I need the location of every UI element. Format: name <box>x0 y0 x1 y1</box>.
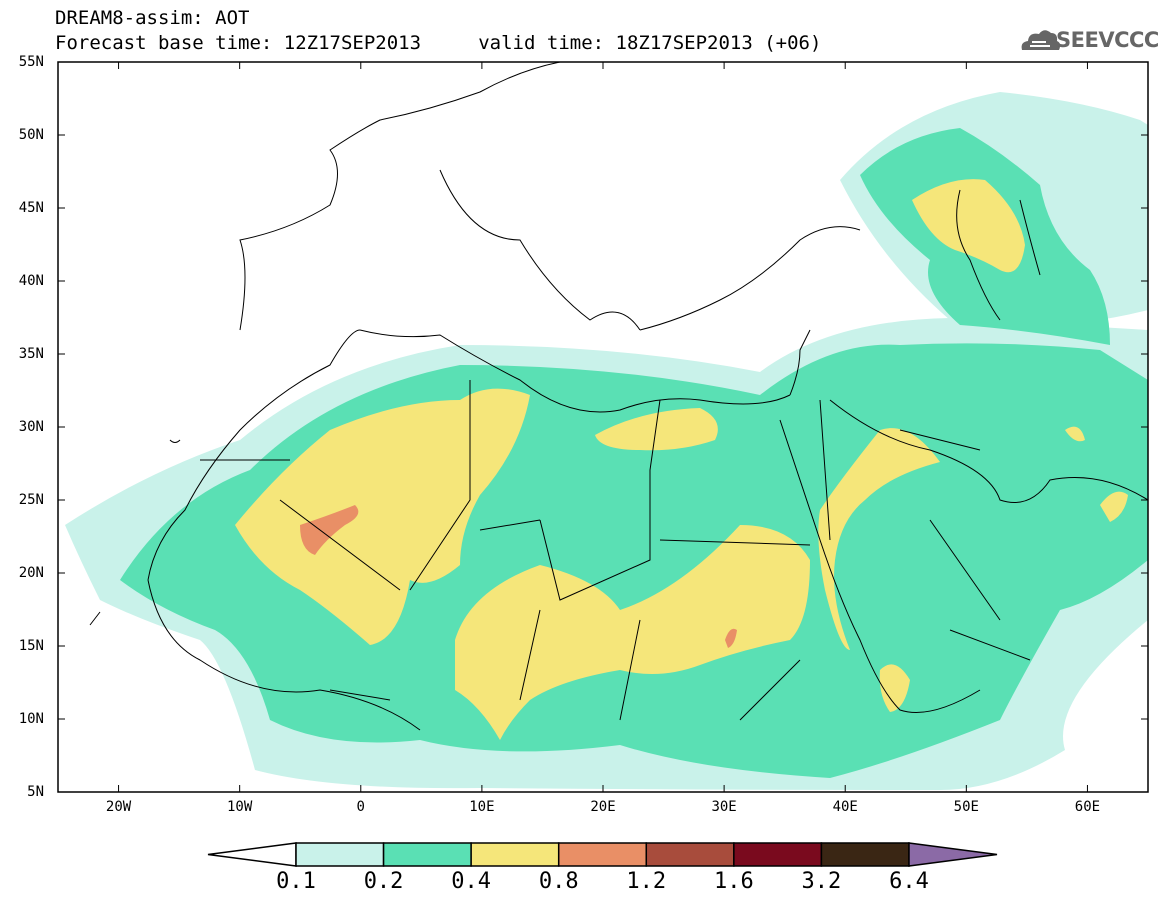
colorbar-cell <box>295 842 385 867</box>
lon-label: 60E <box>1074 799 1101 815</box>
lon-label: 10E <box>469 799 495 815</box>
lat-label: 35N <box>18 346 44 362</box>
colorbar-cell <box>733 842 823 867</box>
colorbar-cell <box>645 842 735 867</box>
aot-level-0.8 <box>300 505 359 555</box>
lat-label: 30N <box>18 419 44 435</box>
aot-level-0.4 <box>912 179 1025 273</box>
colorbar-label: 0.1 <box>276 869 316 894</box>
chart-title: DREAM8-assim: AOT <box>55 7 250 29</box>
lon-label: 40E <box>832 799 858 815</box>
aot-level-0.4 <box>879 664 910 712</box>
colorbar-label: 1.2 <box>626 869 667 894</box>
axis-ticks <box>58 61 1148 793</box>
colorbar-label: 1.6 <box>713 869 754 894</box>
lat-label: 40N <box>18 273 44 289</box>
lat-label: 15N <box>18 638 44 654</box>
colorbar-label: 3.2 <box>801 869 842 894</box>
colorbar-cell <box>557 842 648 867</box>
aot-level-0.8 <box>725 628 737 648</box>
lat-label: 5N <box>27 784 44 800</box>
colorbar-label: 0.8 <box>538 869 579 894</box>
aot-level-0.4 <box>595 408 718 451</box>
coastlines-and-borders <box>89 62 1148 731</box>
aot-level-0.4 <box>455 525 810 740</box>
colorbar-cell <box>382 842 472 867</box>
aot-level-0.4 <box>1065 426 1085 442</box>
lon-label: 20E <box>590 799 616 815</box>
lon-label: 0 <box>356 799 365 815</box>
aot-level-0.4 <box>235 388 530 645</box>
lat-label: 55N <box>18 54 44 70</box>
lat-label: 50N <box>18 127 44 143</box>
forecast-time-line: Forecast base time: 12Z17SEP2013 valid t… <box>55 32 822 54</box>
seevccc-logo: SEEVCCC <box>1056 28 1159 52</box>
aot-level-0.4 <box>1100 491 1128 522</box>
colorbar-arrow-low <box>207 842 297 867</box>
aot-level-0.4 <box>818 428 940 650</box>
lon-label: 20W <box>105 799 132 815</box>
colorbar-cell <box>820 842 910 867</box>
lon-label: 50E <box>953 799 979 815</box>
lat-label: 20N <box>18 565 44 581</box>
lat-label: 10N <box>18 711 44 727</box>
lon-label: 30E <box>711 799 737 815</box>
aot-fields <box>65 92 1148 790</box>
colorbar-arrow-high <box>908 842 998 867</box>
colorbar-cell <box>470 842 560 867</box>
lat-label: 45N <box>18 200 44 216</box>
colorbar-label: 0.2 <box>363 869 404 894</box>
cloud-logo-icon <box>1021 30 1061 50</box>
lon-label: 10W <box>227 799 253 815</box>
colorbar-label: 6.4 <box>889 869 929 894</box>
colorbar-label: 0.4 <box>451 869 492 894</box>
lat-label: 25N <box>18 492 44 508</box>
